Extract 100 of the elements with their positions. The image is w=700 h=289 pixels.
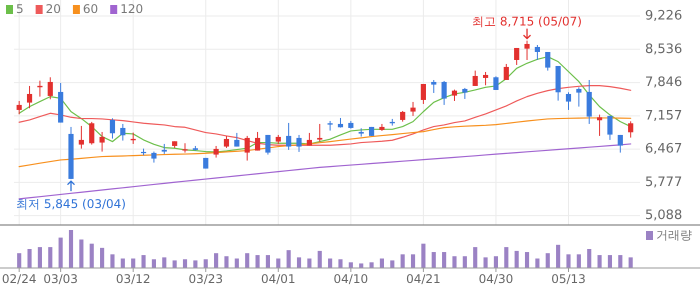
bar xyxy=(214,253,218,268)
bar xyxy=(110,254,115,268)
candlestick xyxy=(265,134,271,156)
candlestick xyxy=(37,80,42,98)
legend-label: 20 xyxy=(46,2,61,16)
candlestick xyxy=(26,85,32,109)
bar xyxy=(58,238,63,268)
bar xyxy=(255,255,260,268)
candlestick xyxy=(224,135,230,148)
candlestick xyxy=(296,134,302,152)
y-tick-label: 7,846 xyxy=(645,75,682,90)
y-tick-label: 5,088 xyxy=(645,208,682,224)
line-series xyxy=(18,117,632,168)
bar xyxy=(318,250,322,268)
candlestick xyxy=(48,76,53,100)
bar xyxy=(266,255,270,268)
legend-label: 60 xyxy=(82,2,98,16)
candlestick xyxy=(286,122,292,150)
candlestick xyxy=(431,79,436,94)
y-tick-label: 5,777 xyxy=(645,174,682,190)
bar xyxy=(390,260,394,268)
bar xyxy=(68,230,74,268)
bar xyxy=(576,254,581,268)
bar xyxy=(90,244,94,268)
bar xyxy=(286,250,291,268)
bar xyxy=(473,247,478,268)
bar xyxy=(566,254,571,268)
candlestick xyxy=(472,70,478,86)
bar xyxy=(141,255,146,268)
bar xyxy=(608,255,612,268)
bar xyxy=(17,253,22,268)
candlestick xyxy=(234,132,240,148)
bar xyxy=(307,258,312,268)
candlestick xyxy=(214,145,219,158)
x-tick-label: 04/30 xyxy=(478,272,514,286)
candlestick xyxy=(130,132,136,144)
candlestick xyxy=(545,51,550,72)
candlestick xyxy=(576,86,582,108)
bar xyxy=(452,256,457,268)
bar xyxy=(245,253,250,268)
candlestick xyxy=(493,76,499,90)
bar xyxy=(587,249,592,268)
bar xyxy=(100,248,104,268)
bar xyxy=(79,240,84,268)
candlestick xyxy=(306,132,312,146)
legend-label: 5 xyxy=(16,2,24,16)
candlestick xyxy=(89,121,94,146)
x-tick-label: 05/13 xyxy=(551,272,586,286)
annotation: 최고 8,715 (05/07) xyxy=(472,14,582,29)
legend-label: 거래량 xyxy=(656,228,692,242)
bar xyxy=(494,256,498,268)
bar xyxy=(27,249,32,268)
candlestick xyxy=(400,110,406,122)
x-tick-label: 02/24 xyxy=(2,272,36,286)
candlestick xyxy=(514,47,520,66)
x-tick-label: 03/23 xyxy=(188,272,224,286)
candlestick xyxy=(110,118,116,140)
bar xyxy=(48,247,52,268)
bar xyxy=(504,247,508,268)
bar xyxy=(556,244,560,268)
candlestick xyxy=(254,131,260,152)
bar xyxy=(380,258,384,268)
candlestick xyxy=(452,89,458,102)
candlestick xyxy=(317,123,322,142)
candlestick xyxy=(410,101,416,116)
candlestick xyxy=(244,135,250,162)
candlestick xyxy=(151,151,157,164)
y-tick-label: 9,226 xyxy=(645,8,682,24)
bar xyxy=(120,258,125,268)
bar xyxy=(628,257,633,268)
candlestick xyxy=(120,123,126,142)
bar xyxy=(421,244,426,268)
bar xyxy=(296,257,302,268)
legend-label: 120 xyxy=(120,2,144,16)
bar xyxy=(204,259,208,268)
bar xyxy=(618,255,622,268)
candlestick xyxy=(78,125,84,150)
candlestick xyxy=(628,120,634,138)
bar xyxy=(535,258,540,268)
candlestick xyxy=(462,87,468,100)
candlestick xyxy=(596,114,602,136)
bar xyxy=(546,253,550,268)
x-tick-label: 03/03 xyxy=(43,272,78,286)
bar xyxy=(234,258,239,268)
bar xyxy=(514,250,519,268)
bar xyxy=(598,255,602,268)
candlestick xyxy=(182,142,188,154)
bar xyxy=(38,247,42,268)
x-tick-label: 04/21 xyxy=(406,272,441,286)
x-tick-label: 04/01 xyxy=(260,272,296,286)
candlestick xyxy=(420,83,426,104)
bar xyxy=(442,252,446,268)
x-tick-label: 04/10 xyxy=(334,272,368,286)
annotation: 최저 5,845 (03/04) xyxy=(16,197,126,212)
candlestick xyxy=(607,115,613,140)
bar xyxy=(524,252,530,268)
y-tick-label: 7,157 xyxy=(645,108,682,124)
bar xyxy=(410,254,416,268)
candlestick xyxy=(524,40,530,60)
bar xyxy=(276,258,280,268)
